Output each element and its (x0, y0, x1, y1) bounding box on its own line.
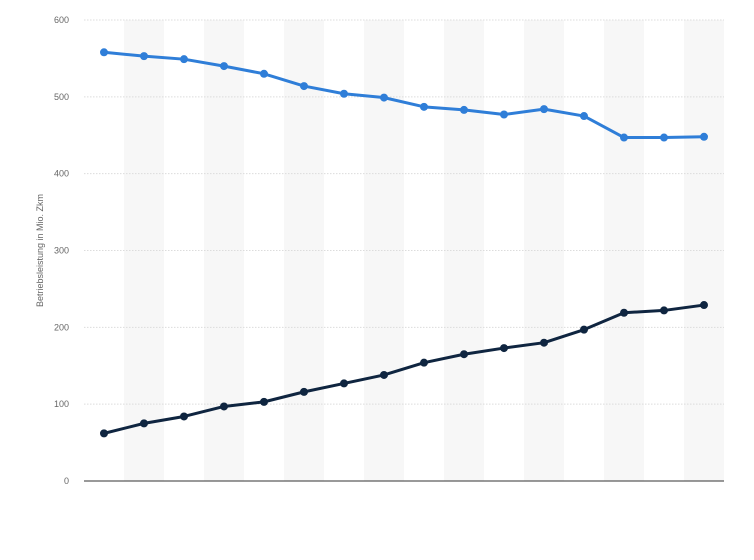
series-1 (100, 48, 708, 142)
data-point[interactable] (220, 402, 228, 411)
data-point[interactable] (420, 358, 428, 367)
data-point[interactable] (260, 69, 268, 78)
data-point[interactable] (180, 412, 188, 421)
y-tick-label: 200 (54, 322, 69, 332)
data-point[interactable] (580, 112, 588, 121)
y-tick-label: 300 (54, 246, 69, 256)
data-point[interactable] (140, 419, 148, 428)
data-point[interactable] (420, 102, 428, 111)
data-point[interactable] (380, 370, 388, 379)
data-point[interactable] (580, 325, 588, 334)
data-point[interactable] (540, 338, 548, 347)
data-point[interactable] (300, 387, 308, 396)
data-point[interactable] (620, 133, 628, 142)
data-point[interactable] (700, 132, 708, 141)
y-tick-label: 500 (54, 92, 69, 102)
data-point[interactable] (500, 110, 508, 119)
y-axis-ticks: 0 100 200 300 400 500 600 (54, 15, 69, 486)
data-point[interactable] (180, 55, 188, 64)
data-point[interactable] (500, 344, 508, 353)
data-point[interactable] (140, 52, 148, 61)
data-point[interactable] (620, 308, 628, 317)
data-point[interactable] (220, 62, 228, 71)
y-axis-title: Betriebsleistung in Mio. Zkm (35, 194, 45, 307)
data-point[interactable] (260, 397, 268, 406)
series-layer (100, 48, 708, 438)
data-point[interactable] (660, 133, 668, 142)
data-point[interactable] (460, 350, 468, 359)
data-point[interactable] (100, 429, 108, 438)
y-tick-label: 600 (54, 15, 69, 25)
data-point[interactable] (700, 301, 708, 310)
data-point[interactable] (340, 89, 348, 98)
data-point[interactable] (380, 93, 388, 102)
data-point[interactable] (340, 379, 348, 388)
data-point[interactable] (660, 306, 668, 315)
series-line (102, 303, 706, 435)
series-2 (100, 301, 708, 438)
series-line (102, 50, 706, 140)
data-point[interactable] (460, 105, 468, 114)
data-point[interactable] (540, 105, 548, 114)
y-tick-label: 100 (54, 399, 69, 409)
data-point[interactable] (100, 48, 108, 57)
data-point[interactable] (300, 82, 308, 91)
y-tick-label: 400 (54, 169, 69, 179)
y-tick-label: 0 (64, 476, 69, 486)
